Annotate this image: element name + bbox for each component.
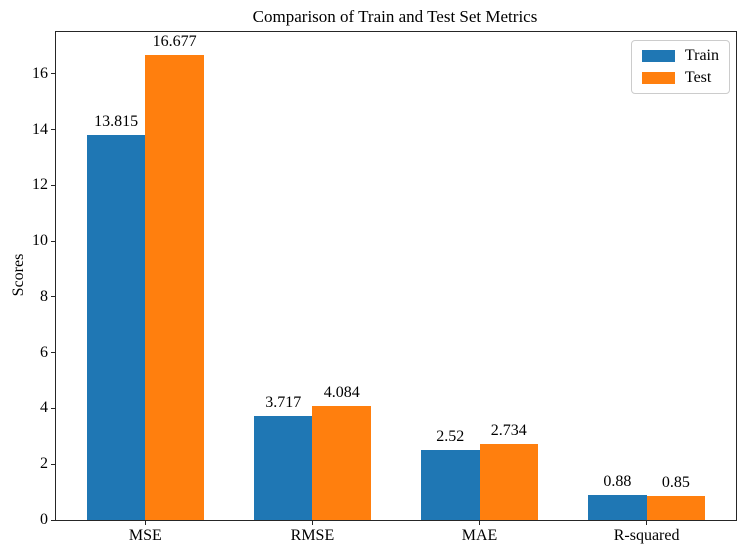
y-tick-label: 2 [40,455,48,473]
legend-item-test: Test [641,69,719,87]
x-tick-mark [646,521,648,525]
legend-label-train: Train [684,47,719,64]
value-label-test-mse: 16.677 [152,32,197,50]
y-tick-label: 8 [40,287,48,305]
x-tick-mark [311,521,313,525]
value-label-train-r-squared: 0.88 [603,473,632,491]
bar-train-rmse [253,416,313,520]
bar-test-mae [479,443,538,520]
bar-test-mse [145,54,204,520]
y-tick-mark [51,184,55,186]
test-swatch-icon [641,72,675,84]
x-tick-label-mse: MSE [128,527,162,544]
y-tick-mark [51,240,55,242]
value-label-test-r-squared: 0.85 [661,474,690,492]
y-tick-label: 12 [32,176,48,194]
y-tick-mark [51,296,55,298]
bar-test-rmse [312,406,371,520]
bar-test-r-squared [646,496,706,520]
train-swatch-icon [641,50,675,62]
x-tick-label-rmse: RMSE [290,527,335,544]
chart-title: Comparison of Train and Test Set Metrics [252,7,538,26]
y-tick-label: 6 [40,343,48,361]
value-label-test-mae: 2.734 [490,421,527,439]
y-tick-mark [51,463,55,465]
bar-train-mae [421,449,480,520]
bar-train-mse [86,134,146,520]
bar-train-r-squared [588,495,647,520]
legend: Train Test [630,40,730,94]
x-tick-mark [144,521,146,525]
y-tick-mark [51,519,55,521]
y-tick-label: 10 [32,232,48,250]
y-tick-mark [51,129,55,131]
plot-area: Train Test 0 2 4 6 8 10 12 14 16 MSE 13.815 16.677 R… [32,31,737,544]
value-label-train-mae: 2.52 [436,427,465,445]
y-tick-label: 14 [32,120,48,138]
x-tick-mark [479,521,481,525]
legend-label-test: Test [684,69,712,86]
x-tick-label-r-squared: R-squared [613,527,680,544]
y-tick-mark [51,407,55,409]
value-label-train-rmse: 3.717 [265,394,302,412]
value-label-train-mse: 13.815 [94,112,139,130]
y-tick-label: 16 [32,64,48,82]
x-tick-label-mae: MAE [461,527,498,544]
y-tick-label: 4 [40,399,48,417]
y-tick-mark [51,352,55,354]
y-tick-label: 0 [40,511,48,528]
y-tick-mark [51,73,55,75]
value-label-test-rmse: 4.084 [323,384,360,402]
legend-item-train: Train [641,47,719,65]
